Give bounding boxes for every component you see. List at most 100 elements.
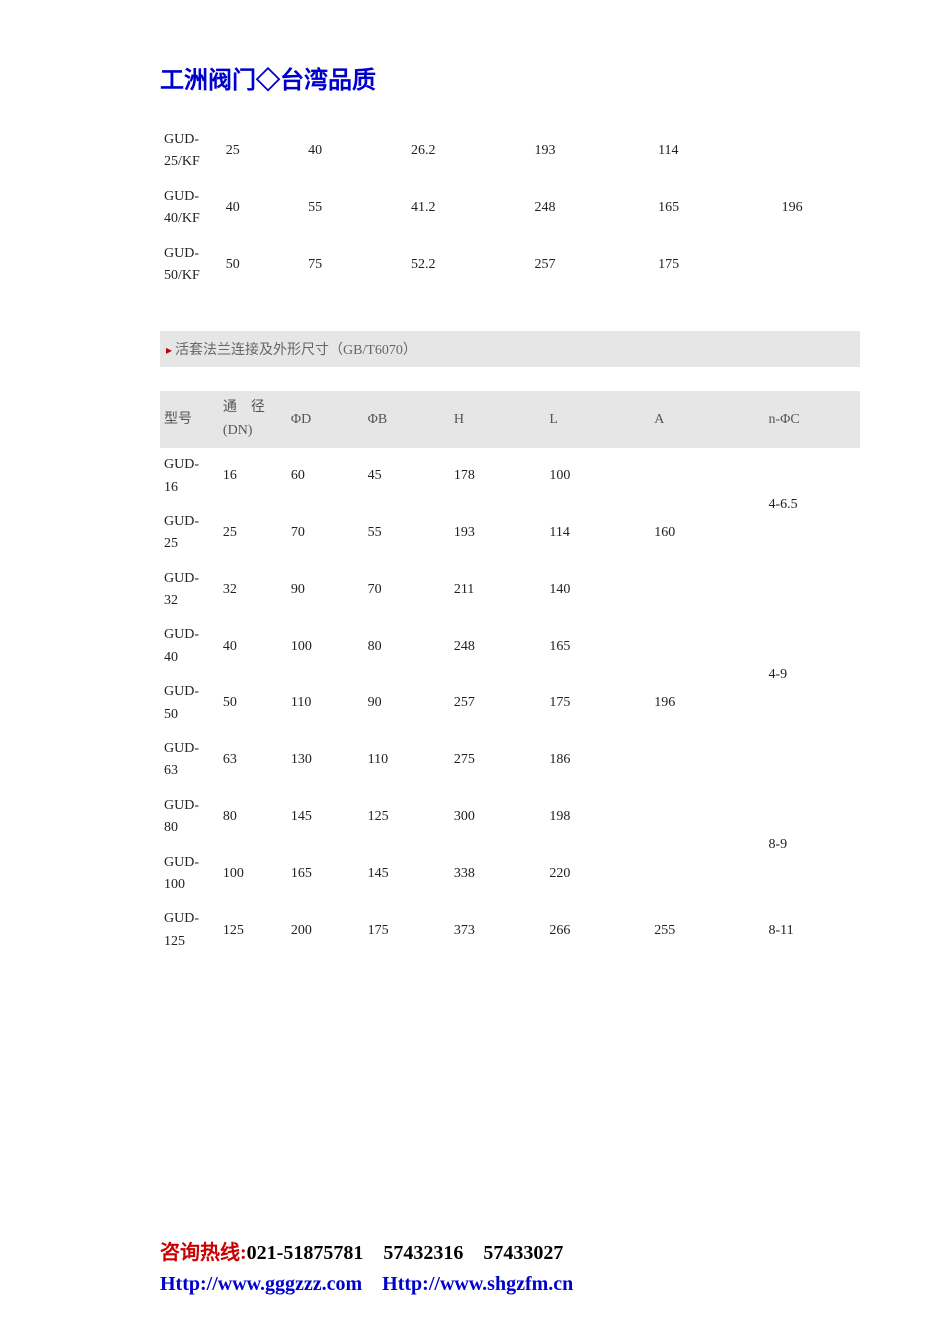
cell-model: GUD-63 [160, 732, 219, 789]
cell-A: 255 [650, 902, 764, 959]
cell-model: GUD-50/KF [160, 237, 222, 294]
footer-url-1: Http://www.gggzzz.com [160, 1273, 362, 1295]
cell-a-shared: 196 [778, 123, 860, 293]
page-header: 工洲阀门◇台湾品质 [160, 60, 860, 95]
table-row: GUD-161660451781001604-6.5 [160, 448, 860, 505]
th-phiD: ΦD [287, 391, 364, 448]
cell-phiB: 80 [364, 618, 450, 675]
cell-phiB: 55 [364, 505, 450, 562]
cell-A: 196 [650, 618, 764, 788]
section-header-flange: ▸活套法兰连接及外形尺寸（GB/T6070） [160, 331, 860, 367]
cell-H: 248 [531, 180, 655, 237]
cell-phiD: 110 [287, 675, 364, 732]
footer-hotline: 咨询热线:021-51875781 57432316 57433027 [160, 1236, 573, 1265]
th-H: H [450, 391, 546, 448]
table-row: GUD-404010080248165196 [160, 618, 860, 675]
cell-model: GUD-125 [160, 902, 219, 959]
table-row: GUD-50/KF507552.2257175 [160, 237, 860, 294]
cell-H: 257 [531, 237, 655, 294]
cell-phiD: 40 [304, 123, 407, 180]
cell-dn: 40 [222, 180, 304, 237]
cell-phiB: 26.2 [407, 123, 531, 180]
th-A: A [650, 391, 764, 448]
cell-nphic: 8-11 [765, 902, 861, 959]
table-flange-dimensions: 型号通 径(DN)ΦDΦBHLAn-ΦCGUD-1616604517810016… [160, 391, 860, 959]
cell-H: 257 [450, 675, 546, 732]
cell-model: GUD-40 [160, 618, 219, 675]
th-phiB: ΦB [364, 391, 450, 448]
table-row: GUD-80801451253001988-9 [160, 789, 860, 846]
th-L: L [545, 391, 650, 448]
cell-H: 275 [450, 732, 546, 789]
cell-H: 211 [450, 562, 546, 619]
cell-dn: 32 [219, 562, 287, 619]
cell-phiD: 60 [287, 448, 364, 505]
cell-H: 193 [450, 505, 546, 562]
cell-nphic: 4-6.5 [765, 448, 861, 562]
cell-L: 175 [654, 237, 778, 294]
cell-phiD: 130 [287, 732, 364, 789]
cell-phiD: 70 [287, 505, 364, 562]
footer: 咨询热线:021-51875781 57432316 57433027 Http… [160, 1236, 573, 1296]
cell-dn: 25 [219, 505, 287, 562]
cell-L: 140 [545, 562, 650, 619]
cell-L: 198 [545, 789, 650, 846]
cell-phiB: 41.2 [407, 180, 531, 237]
cell-phiB: 70 [364, 562, 450, 619]
cell-phiD: 145 [287, 789, 364, 846]
th-dn: 通 径(DN) [219, 391, 287, 448]
cell-model: GUD-25 [160, 505, 219, 562]
section-title-close: ） [403, 343, 417, 358]
table-kf-dimensions: GUD-25/KF254026.2193114196GUD-40/KF40554… [160, 123, 860, 293]
cell-A [650, 789, 764, 903]
table-header-row: 型号通 径(DN)ΦDΦBHLAn-ΦC [160, 391, 860, 448]
cell-phiB: 45 [364, 448, 450, 505]
cell-phiB: 110 [364, 732, 450, 789]
footer-urls: Http://www.gggzzz.com Http://www.shgzfm.… [160, 1267, 573, 1296]
cell-phiB: 145 [364, 846, 450, 903]
cell-phiB: 90 [364, 675, 450, 732]
cell-model: GUD-16 [160, 448, 219, 505]
cell-phiD: 200 [287, 902, 364, 959]
th-model: 型号 [160, 391, 219, 448]
cell-L: 114 [654, 123, 778, 180]
footer-label: 咨询热线: [160, 1242, 247, 1264]
cell-L: 100 [545, 448, 650, 505]
cell-L: 220 [545, 846, 650, 903]
cell-phiD: 100 [287, 618, 364, 675]
cell-dn: 16 [219, 448, 287, 505]
section-gb-code: GB/T6070 [343, 343, 403, 358]
footer-phones: 021-51875781 57432316 57433027 [247, 1242, 564, 1264]
cell-H: 373 [450, 902, 546, 959]
cell-dn: 50 [222, 237, 304, 294]
cell-dn: 100 [219, 846, 287, 903]
cell-phiD: 90 [287, 562, 364, 619]
cell-H: 338 [450, 846, 546, 903]
cell-H: 300 [450, 789, 546, 846]
cell-model: GUD-50 [160, 675, 219, 732]
cell-dn: 125 [219, 902, 287, 959]
cell-dn: 40 [219, 618, 287, 675]
cell-phiD: 165 [287, 846, 364, 903]
cell-phiB: 52.2 [407, 237, 531, 294]
cell-L: 266 [545, 902, 650, 959]
footer-url-2: Http://www.shgzfm.cn [382, 1273, 573, 1295]
cell-H: 248 [450, 618, 546, 675]
cell-H: 178 [450, 448, 546, 505]
section-title-text: 活套法兰连接及外形尺寸（ [175, 343, 343, 358]
cell-model: GUD-80 [160, 789, 219, 846]
cell-model: GUD-100 [160, 846, 219, 903]
table-row: GUD-25/KF254026.2193114196 [160, 123, 860, 180]
cell-dn: 63 [219, 732, 287, 789]
table-row: GUD-40/KF405541.2248165 [160, 180, 860, 237]
cell-L: 114 [545, 505, 650, 562]
cell-dn: 80 [219, 789, 287, 846]
arrow-icon: ▸ [166, 343, 172, 357]
cell-L: 186 [545, 732, 650, 789]
cell-model: GUD-25/KF [160, 123, 222, 180]
cell-A: 160 [650, 448, 764, 618]
th-nphic: n-ΦC [765, 391, 861, 448]
cell-dn: 50 [219, 675, 287, 732]
cell-L: 165 [545, 618, 650, 675]
cell-L: 165 [654, 180, 778, 237]
